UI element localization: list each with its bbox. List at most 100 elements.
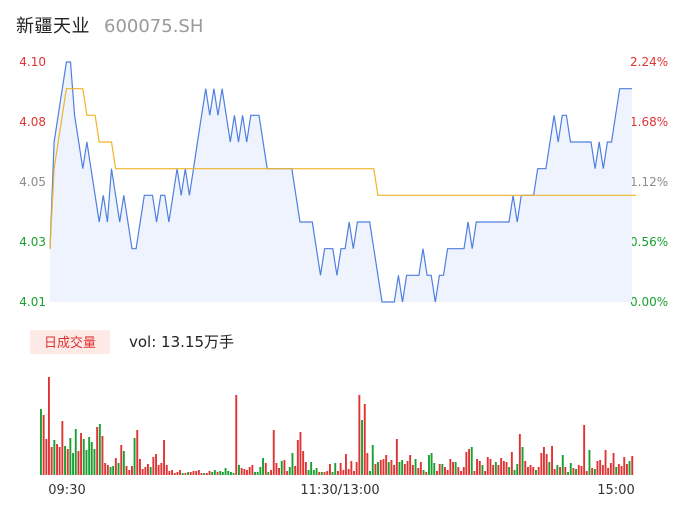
y-left-tick-label: 4.05	[19, 175, 46, 189]
y-right-tick-label: 1.68%	[630, 115, 668, 129]
volume-bar	[264, 463, 267, 475]
volume-bar	[601, 465, 604, 475]
volume-bar	[438, 464, 441, 475]
volume-bar	[540, 453, 543, 475]
volume-badge-label: 日成交量	[44, 335, 96, 351]
stock-code: 600075.SH	[104, 16, 204, 37]
volume-bar	[176, 472, 179, 475]
volume-bar	[481, 465, 484, 475]
volume-label: vol: 13.15万手	[129, 333, 234, 351]
volume-bar	[106, 465, 109, 475]
volume-bar	[612, 453, 615, 475]
volume-bar	[302, 451, 305, 475]
volume-bar	[286, 471, 289, 475]
volume-bar	[56, 444, 58, 475]
volume-bar	[358, 395, 361, 475]
volume-bar	[42, 415, 45, 475]
volume-bar	[334, 463, 337, 475]
volume-bar	[521, 447, 524, 475]
volume-bar	[527, 467, 529, 475]
time-tick-label: 11:30/13:00	[300, 483, 379, 498]
volume-bar	[141, 469, 144, 475]
volume-bar	[109, 467, 112, 475]
volume-bar	[497, 465, 500, 475]
volume-bar	[385, 455, 388, 475]
average-price-line	[49, 88, 637, 249]
volume-bar	[561, 455, 564, 475]
volume-bar	[66, 449, 69, 475]
volume-bar	[315, 468, 318, 475]
volume-bar	[593, 469, 596, 475]
stock-header: 新疆天业 600075.SH	[16, 12, 203, 40]
volume-bar	[556, 465, 559, 475]
volume-bar	[559, 467, 561, 475]
volume-bar	[272, 430, 275, 475]
volume-bar	[363, 404, 366, 475]
volume-bar	[518, 434, 521, 475]
volume-bar	[609, 463, 612, 475]
volume-bar	[476, 459, 478, 475]
volume-bar	[278, 468, 280, 475]
volume-bar	[419, 462, 422, 475]
volume-bar	[254, 472, 256, 475]
volume-bar	[93, 449, 96, 475]
volume-bar	[339, 463, 342, 475]
volume-bar	[626, 464, 628, 475]
volume-bar	[160, 463, 163, 475]
volume-bar	[478, 461, 481, 475]
volume-bar	[104, 463, 107, 475]
volume-bar	[232, 473, 235, 475]
volume-bar	[502, 461, 505, 475]
volume-bar	[192, 471, 195, 475]
volume-bar	[529, 465, 532, 475]
volume-bar	[323, 472, 326, 475]
volume-bar	[473, 471, 476, 475]
volume-bar	[48, 377, 50, 475]
volume-bar	[189, 472, 192, 475]
volume-bar	[623, 457, 626, 475]
volume-bar	[444, 467, 446, 475]
volume-bar	[371, 445, 374, 475]
volume-bar	[449, 459, 452, 475]
volume-bar	[583, 425, 586, 475]
price-area	[50, 62, 632, 302]
volume-bar	[74, 429, 77, 475]
volume-bar	[468, 449, 470, 475]
volume-bar	[251, 465, 254, 475]
volume-bar	[345, 454, 347, 475]
volume-bar	[82, 439, 85, 475]
volume-bar	[516, 464, 519, 475]
volume-bar	[125, 466, 128, 475]
volume-bar	[361, 420, 363, 475]
volume-bar	[569, 463, 572, 475]
volume-bar	[366, 453, 369, 475]
volume-bar	[414, 459, 417, 475]
volume-badge	[30, 330, 110, 354]
volume-bar	[537, 467, 540, 475]
time-tick-label: 09:30	[48, 483, 85, 498]
volume-bar	[112, 466, 115, 475]
volume-bar	[203, 473, 206, 475]
volume-bar	[620, 466, 623, 475]
volume-bar	[337, 471, 339, 475]
volume-bar	[262, 458, 264, 475]
volume-bar	[374, 464, 377, 475]
volume-bar	[96, 427, 99, 475]
volume-bar	[128, 470, 131, 475]
volume-bar	[588, 450, 591, 475]
volume-bar	[171, 470, 173, 475]
volume-bar	[307, 470, 310, 475]
volume-bar	[342, 470, 345, 475]
volume-bar	[219, 471, 222, 475]
volume-bar	[77, 451, 80, 475]
volume-bar	[508, 467, 511, 475]
volume-bar	[224, 468, 227, 475]
volume-panel: 日成交量 vol: 13.15万手	[30, 330, 634, 475]
volume-bar	[246, 470, 248, 475]
volume-bar	[500, 458, 503, 475]
volume-bar	[275, 463, 278, 475]
volume-bar	[291, 453, 294, 475]
volume-bar	[98, 424, 101, 475]
volume-bar	[628, 461, 631, 475]
